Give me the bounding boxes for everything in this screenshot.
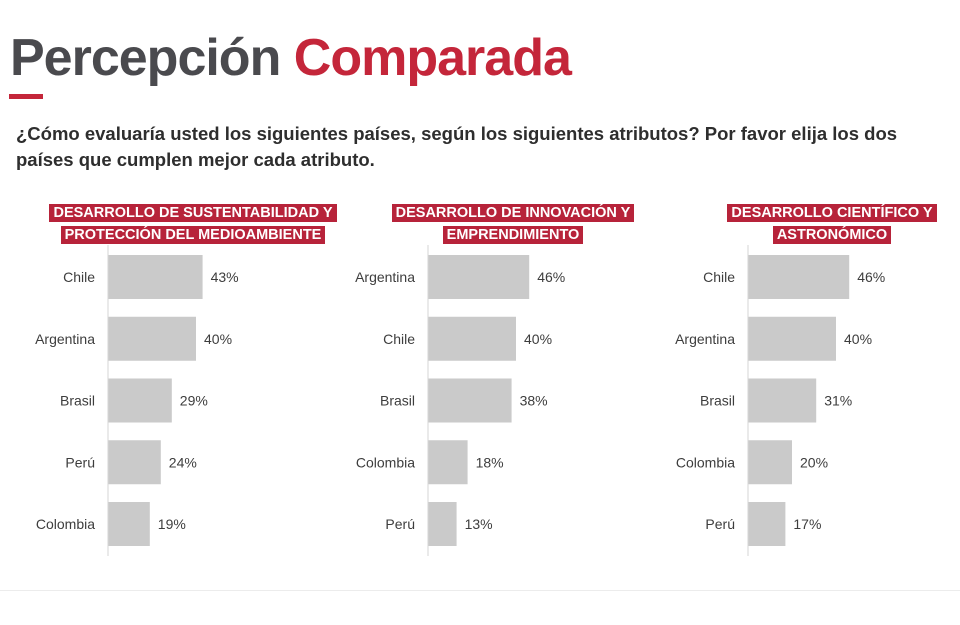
bar-argentina xyxy=(748,316,836,361)
category-label: Brasil xyxy=(700,393,735,409)
category-label: Perú xyxy=(65,454,95,470)
bar-colombia xyxy=(108,502,150,546)
bar-per xyxy=(108,440,161,485)
bar-colombia xyxy=(428,440,468,485)
value-label: 40% xyxy=(524,331,552,347)
bar-chart-1: Chile 43% Argentina 40% Brasil 29% Perú 24% Colo… xyxy=(35,245,239,556)
value-label: 46% xyxy=(857,269,885,285)
title-part-2: Comparada xyxy=(293,29,572,87)
category-label: Perú xyxy=(705,516,735,532)
panel-title-innovacion: DESARROLLO DE INNOVACIÓN Y EMPRENDIMIENT… xyxy=(372,202,654,246)
value-label: 29% xyxy=(180,393,208,409)
bar-brasil xyxy=(748,378,817,423)
value-label: 43% xyxy=(211,269,239,285)
category-label: Colombia xyxy=(676,454,735,470)
category-label: Argentina xyxy=(675,331,735,347)
value-label: 17% xyxy=(793,516,821,532)
bar-chile xyxy=(108,255,203,299)
bar-chart-2: Argentina 46% Chile 40% Brasil 38% Colombia 18%… xyxy=(355,245,565,556)
category-label: Colombia xyxy=(356,454,415,470)
bar-brasil xyxy=(428,378,512,423)
value-label: 38% xyxy=(520,393,548,409)
category-label: Brasil xyxy=(380,393,415,409)
survey-question: ¿Cómo evaluaría usted los siguientes paí… xyxy=(16,123,898,170)
category-label: Chile xyxy=(703,269,735,285)
category-label: Brasil xyxy=(60,393,95,409)
page-title: Percepción Comparada xyxy=(10,26,572,90)
title-underline xyxy=(9,94,43,99)
bottom-divider xyxy=(0,590,960,591)
bar-argentina xyxy=(108,316,196,361)
value-label: 18% xyxy=(476,454,504,470)
bar-per xyxy=(748,502,786,546)
value-label: 46% xyxy=(537,269,565,285)
category-label: Perú xyxy=(385,516,415,532)
panel-title-cientifico: DESARROLLO CIENTÍFICO Y ASTRONÓMICO xyxy=(712,202,952,246)
category-label: Colombia xyxy=(36,516,95,532)
category-label: Chile xyxy=(63,269,95,285)
bar-argentina xyxy=(428,255,530,299)
bar-per xyxy=(428,502,457,546)
bar-brasil xyxy=(108,378,172,423)
value-label: 20% xyxy=(800,454,828,470)
panel-title-text: DESARROLLO CIENTÍFICO Y ASTRONÓMICO xyxy=(727,204,937,244)
panel-title-text: DESARROLLO DE INNOVACIÓN Y EMPRENDIMIENT… xyxy=(391,204,635,244)
category-label: Argentina xyxy=(35,331,95,347)
bar-charts: Chile 43% Argentina 40% Brasil 29% Perú 24% Colo… xyxy=(35,245,885,556)
value-label: 19% xyxy=(158,516,186,532)
category-label: Chile xyxy=(383,331,415,347)
title-part-1: Percepción xyxy=(10,29,281,87)
category-label: Argentina xyxy=(355,269,415,285)
panel-title-text: DESARROLLO DE SUSTENTABILIDAD Y PROTECCI… xyxy=(49,204,337,244)
value-label: 40% xyxy=(204,331,232,347)
value-label: 31% xyxy=(824,393,852,409)
bar-chart-3: Chile 46% Argentina 40% Brasil 31% Colombia 20%… xyxy=(675,245,885,556)
value-label: 24% xyxy=(169,454,197,470)
value-label: 13% xyxy=(465,516,493,532)
bar-colombia xyxy=(748,440,792,485)
value-label: 40% xyxy=(844,331,872,347)
panel-title-sustentabilidad: DESARROLLO DE SUSTENTABILIDAD Y PROTECCI… xyxy=(34,202,352,246)
bar-chile xyxy=(748,255,850,299)
bar-chile xyxy=(428,316,516,361)
